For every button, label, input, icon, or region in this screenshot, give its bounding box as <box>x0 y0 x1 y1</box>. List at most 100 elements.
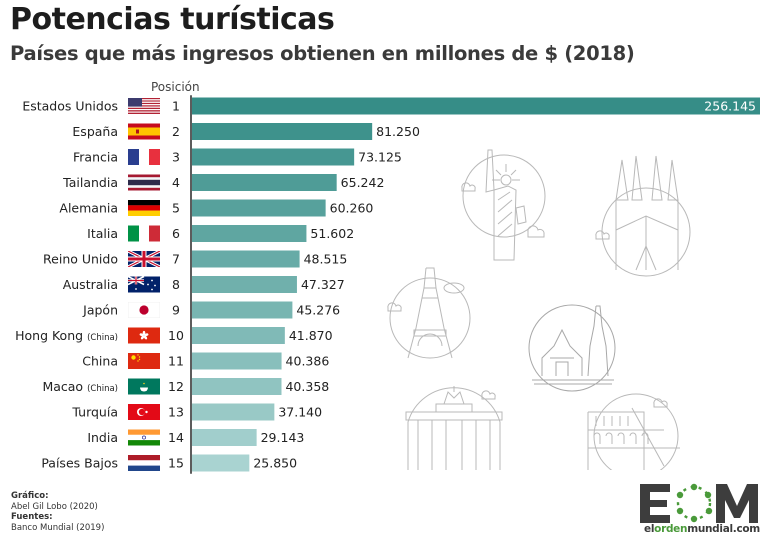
value-label: 40.386 <box>286 354 330 369</box>
position-number: 1 <box>172 99 180 114</box>
country-label: Alemania <box>59 201 118 216</box>
bar <box>192 327 285 344</box>
chart-row: Tailandia 4 65.242 <box>62 174 384 191</box>
chart-row: Italia 6 51.602 <box>87 225 354 242</box>
position-number: 8 <box>172 277 180 292</box>
statue-of-liberty-icon <box>461 149 546 261</box>
position-number: 14 <box>168 430 184 445</box>
country-suffix: (China) <box>87 333 118 343</box>
value-label: 45.276 <box>296 303 340 318</box>
value-label: 48.515 <box>304 252 348 267</box>
chart-row: Japón 9 45.276 <box>82 301 340 319</box>
country-label: Turquía <box>71 405 118 420</box>
position-number: 9 <box>172 303 180 318</box>
country-label: Reino Unido <box>43 252 118 267</box>
bar <box>192 403 275 421</box>
chart-row: Francia 3 73.125 <box>73 148 402 166</box>
country-name: Macao <box>42 379 83 394</box>
bar <box>192 301 293 319</box>
chart-row: Alemania 5 60.260 <box>59 199 374 217</box>
macao-flag-icon <box>128 378 160 395</box>
value-label: 37.140 <box>278 405 322 420</box>
page-subtitle: Países que más ingresos obtienen en mill… <box>10 42 635 65</box>
position-number: 3 <box>172 150 180 165</box>
country-label: España <box>72 124 118 139</box>
country-label: Hong Kong (China) <box>15 328 118 343</box>
position-number: 7 <box>172 252 180 267</box>
chart-row: Macao (China) 12 40.358 <box>42 378 329 395</box>
france-flag-icon <box>128 149 160 165</box>
position-number: 11 <box>168 354 184 369</box>
value-label: 40.358 <box>285 379 329 394</box>
position-number: 5 <box>172 201 180 216</box>
country-label: China <box>82 354 118 369</box>
logo-url-part-2: orden <box>654 523 688 535</box>
thailand-flag-icon <box>128 174 160 191</box>
graphic-label: Gráfico: <box>11 491 49 501</box>
graphic-author: Abel Gil Lobo (2020) <box>11 501 98 512</box>
logo-url-part-3: mundial.com <box>687 523 760 535</box>
position-number: 15 <box>168 456 184 471</box>
hong-kong-flag-icon <box>128 327 160 344</box>
bar <box>192 148 355 166</box>
chart-row: Hong Kong (China) 10 41.870 <box>15 327 333 344</box>
bar-chart: Estados Unidos 1 256.145 España 2 81.250 Franc… <box>15 95 760 474</box>
eom-logo-mark <box>640 483 758 523</box>
position-column-header: Posición <box>151 80 200 94</box>
chart-row: Turquía 13 37.140 <box>71 403 322 421</box>
country-label: Países Bajos <box>41 456 118 471</box>
value-label: 60.260 <box>330 201 374 216</box>
value-label: 25.850 <box>253 456 297 471</box>
country-label: Japón <box>82 303 118 318</box>
bar <box>192 352 282 370</box>
spain-flag-icon <box>128 123 160 140</box>
country-name: Estados Unidos <box>22 99 118 114</box>
thai-temple-icon <box>528 304 616 392</box>
bar <box>192 429 257 446</box>
logo-url-part-1: el <box>644 523 655 535</box>
value-label: 47.327 <box>301 277 345 292</box>
brandenburg-gate-icon <box>405 386 503 470</box>
sagrada-familia-icon <box>595 155 691 277</box>
bar <box>192 250 300 268</box>
chart-row: Australia 8 47.327 <box>63 276 345 293</box>
us-flag-icon <box>128 98 160 114</box>
country-name: Hong Kong <box>15 328 83 343</box>
australia-flag-icon <box>128 276 160 293</box>
position-number: 13 <box>168 405 184 420</box>
chart-row: España 2 81.250 <box>72 123 420 140</box>
page-title: Potencias turísticas <box>10 2 335 37</box>
bar <box>192 123 373 140</box>
bar <box>192 199 326 217</box>
logo-url[interactable]: elordenmundial.com <box>636 523 768 535</box>
country-name: India <box>87 430 118 445</box>
credits: Gráfico: Abel Gil Lobo (2020) Fuentes: B… <box>11 491 104 533</box>
chart-row: Países Bajos 15 25.850 <box>41 454 297 472</box>
position-number: 12 <box>168 379 184 394</box>
country-name: Italia <box>87 226 118 241</box>
germany-flag-icon <box>128 200 160 216</box>
uk-flag-icon <box>128 251 160 267</box>
country-name: España <box>72 124 118 139</box>
country-name: Alemania <box>59 201 118 216</box>
india-flag-icon <box>128 429 160 446</box>
country-name: Francia <box>73 150 118 165</box>
bar <box>192 225 307 242</box>
country-name: Japón <box>82 303 118 318</box>
country-suffix: (China) <box>87 384 118 394</box>
chart-row: Estados Unidos 1 256.145 <box>22 97 760 115</box>
bar <box>192 454 250 472</box>
eiffel-tower-icon <box>387 267 471 359</box>
country-name: Países Bajos <box>41 456 118 471</box>
country-name: Australia <box>63 277 118 292</box>
japan-flag-icon <box>128 302 160 318</box>
eom-logo: elordenmundial.com <box>636 478 766 540</box>
country-label: Tailandia <box>62 175 118 190</box>
bar <box>192 378 282 395</box>
value-label: 256.145 <box>704 99 756 114</box>
value-label: 81.250 <box>376 124 420 139</box>
chart-row: China 11 40.386 <box>82 352 330 370</box>
country-label: Australia <box>63 277 118 292</box>
chart-row: India 14 29.143 <box>87 429 304 446</box>
value-label: 51.602 <box>310 226 354 241</box>
